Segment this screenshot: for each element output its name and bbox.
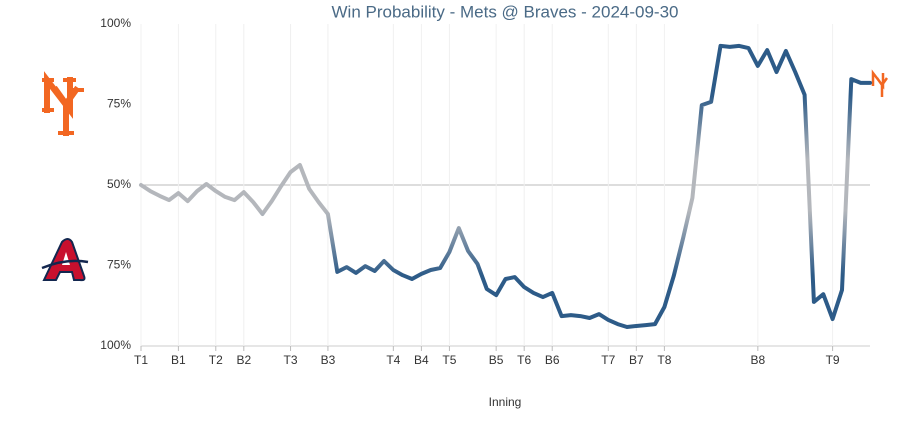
x-tick-label: B5	[489, 353, 504, 367]
axes: 100%75%50%75%100%T1 B1 T2 B2 T3 B3 T4 B4 T5 B5 T6 B…	[100, 16, 870, 367]
x-tick-label: T8	[657, 353, 671, 367]
y-tick-label: 100%	[100, 16, 131, 30]
x-tick-label: B7	[629, 353, 644, 367]
y-tick-label: 75%	[107, 97, 131, 111]
x-tick-label: T7	[601, 353, 615, 367]
x-tick-label: B8	[751, 353, 766, 367]
y-tick-label: 50%	[107, 177, 131, 191]
x-tick-label: T4	[386, 353, 400, 367]
x-tick-label: B3	[321, 353, 336, 367]
win-probability-line	[139, 43, 872, 329]
x-tick-label: T3	[284, 353, 298, 367]
y-tick-label: 75%	[107, 258, 131, 272]
x-tick-label: T6	[517, 353, 531, 367]
y-tick-label: 100%	[100, 338, 131, 352]
x-tick-label: T5	[442, 353, 456, 367]
x-tick-label: B6	[545, 353, 560, 367]
braves-logo	[41, 238, 89, 282]
x-tick-label: B2	[236, 353, 251, 367]
x-axis-label: Inning	[489, 395, 522, 409]
x-tick-label: T1	[134, 353, 148, 367]
x-tick-label: T9	[826, 353, 840, 367]
chart-title: Win Probability - Mets @ Braves - 2024-0…	[332, 2, 679, 21]
x-tick-label: T2	[209, 353, 223, 367]
mets-logo	[42, 71, 84, 136]
x-tick-label: B4	[414, 353, 429, 367]
x-tick-label: B1	[171, 353, 186, 367]
mets-logo-small	[871, 69, 889, 97]
